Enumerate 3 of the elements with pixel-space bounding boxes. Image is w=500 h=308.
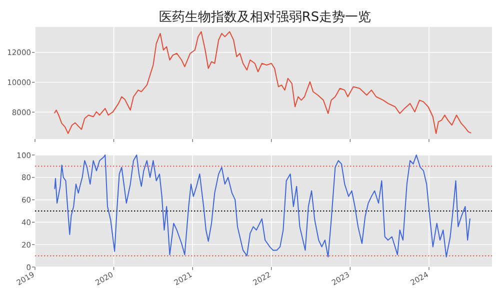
chart-title: 医药生物指数及相对强弱RS走势一览	[158, 10, 372, 25]
line-series	[54, 31, 472, 134]
line-series	[54, 154, 470, 258]
